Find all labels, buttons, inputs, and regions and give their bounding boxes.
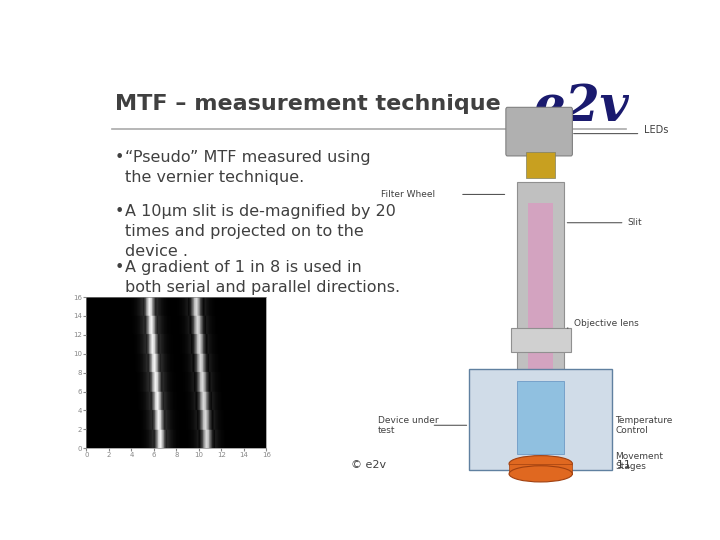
Text: Objective lens: Objective lens (574, 320, 639, 328)
FancyBboxPatch shape (526, 152, 555, 178)
FancyBboxPatch shape (469, 368, 612, 470)
Text: “Pseudo” MTF measured using
the vernier technique.: “Pseudo” MTF measured using the vernier … (125, 150, 370, 185)
Text: Slit: Slit (628, 218, 642, 227)
FancyBboxPatch shape (510, 328, 571, 352)
Text: Slide 11: Slide 11 (586, 460, 631, 470)
Text: Device under
test: Device under test (377, 416, 438, 435)
Text: Temperature
Control: Temperature Control (615, 416, 672, 435)
FancyBboxPatch shape (528, 202, 554, 384)
FancyBboxPatch shape (517, 183, 564, 384)
Text: e2v: e2v (534, 84, 629, 132)
Ellipse shape (509, 465, 572, 482)
Text: A 10μm slit is de-magnified by 20
times and projected on to the
device .: A 10μm slit is de-magnified by 20 times … (125, 204, 395, 259)
Text: © e2v: © e2v (351, 460, 387, 470)
FancyBboxPatch shape (506, 107, 572, 156)
Text: Movement
Stages: Movement Stages (615, 452, 663, 471)
Text: •: • (115, 150, 125, 165)
Text: A gradient of 1 in 8 is used in
both serial and parallel directions.: A gradient of 1 in 8 is used in both ser… (125, 260, 400, 295)
Text: Filter Wheel: Filter Wheel (381, 190, 435, 199)
Text: MTF – measurement technique: MTF – measurement technique (115, 94, 501, 114)
Bar (509, 464, 572, 474)
Text: LEDs: LEDs (644, 125, 668, 134)
Text: •: • (115, 204, 125, 219)
Ellipse shape (509, 456, 572, 472)
Text: •: • (115, 260, 125, 275)
FancyBboxPatch shape (517, 381, 564, 454)
